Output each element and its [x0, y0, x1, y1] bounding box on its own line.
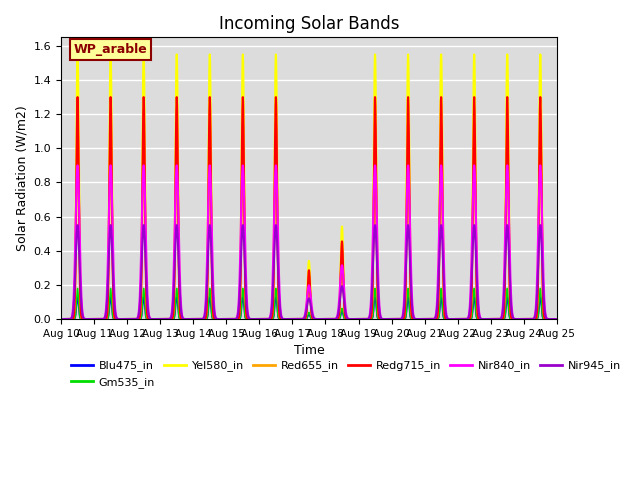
- Line: Redg715_in: Redg715_in: [61, 97, 557, 319]
- Yel580_in: [158, 316, 166, 322]
- Nir945_in: [74, 222, 81, 228]
- Red655_in: [74, 120, 81, 126]
- Line: Nir945_in: Nir945_in: [61, 225, 557, 319]
- Blu475_in: [158, 316, 166, 322]
- Redg715_in: [551, 316, 559, 322]
- Blu475_in: [57, 316, 65, 322]
- Blu475_in: [553, 316, 561, 322]
- Blu475_in: [377, 316, 385, 322]
- Yel580_in: [377, 316, 385, 322]
- Nir945_in: [447, 316, 455, 322]
- Gm535_in: [158, 316, 166, 322]
- Line: Yel580_in: Yel580_in: [61, 54, 557, 319]
- Redg715_in: [377, 316, 385, 322]
- Redg715_in: [243, 314, 250, 320]
- Yel580_in: [243, 312, 250, 318]
- Blu475_in: [551, 316, 559, 322]
- Nir945_in: [243, 302, 250, 308]
- Blu475_in: [163, 316, 171, 322]
- Gm535_in: [377, 316, 385, 322]
- Nir840_in: [57, 316, 65, 322]
- Text: WP_arable: WP_arable: [74, 43, 147, 56]
- Yel580_in: [553, 316, 561, 322]
- Gm535_in: [243, 316, 250, 322]
- Line: Nir840_in: Nir840_in: [61, 166, 557, 319]
- Red655_in: [447, 316, 455, 322]
- Red655_in: [158, 316, 166, 322]
- Gm535_in: [57, 316, 65, 322]
- Nir945_in: [551, 316, 559, 322]
- Redg715_in: [553, 316, 561, 322]
- Nir840_in: [447, 316, 455, 322]
- Nir840_in: [551, 316, 559, 322]
- Yel580_in: [536, 51, 544, 57]
- Red655_in: [553, 316, 561, 322]
- Nir840_in: [74, 163, 81, 168]
- Red655_in: [57, 316, 65, 322]
- Gm535_in: [536, 286, 544, 291]
- Nir945_in: [553, 316, 561, 322]
- Yel580_in: [163, 316, 171, 322]
- Line: Gm535_in: Gm535_in: [61, 288, 557, 319]
- Gm535_in: [551, 316, 559, 322]
- Redg715_in: [158, 316, 166, 322]
- Title: Incoming Solar Bands: Incoming Solar Bands: [219, 15, 399, 33]
- Nir840_in: [243, 293, 250, 299]
- Nir840_in: [553, 316, 561, 322]
- Yel580_in: [551, 316, 559, 322]
- Nir945_in: [158, 316, 166, 322]
- Blu475_in: [243, 316, 250, 322]
- Red655_in: [551, 316, 559, 322]
- Nir945_in: [163, 316, 171, 322]
- Nir840_in: [377, 314, 385, 320]
- Redg715_in: [57, 316, 65, 322]
- Gm535_in: [553, 316, 561, 322]
- Nir945_in: [57, 316, 65, 322]
- Gm535_in: [163, 316, 171, 322]
- Nir945_in: [377, 315, 385, 321]
- X-axis label: Time: Time: [294, 344, 324, 357]
- Line: Red655_in: Red655_in: [61, 123, 557, 319]
- Red655_in: [163, 316, 171, 322]
- Redg715_in: [163, 316, 171, 322]
- Line: Blu475_in: Blu475_in: [61, 297, 557, 319]
- Y-axis label: Solar Radiation (W/m2): Solar Radiation (W/m2): [15, 105, 28, 251]
- Yel580_in: [447, 316, 455, 322]
- Redg715_in: [447, 316, 455, 322]
- Blu475_in: [74, 294, 81, 300]
- Yel580_in: [57, 316, 65, 322]
- Legend: Blu475_in, Gm535_in, Yel580_in, Red655_in, Redg715_in, Nir840_in, Nir945_in: Blu475_in, Gm535_in, Yel580_in, Red655_i…: [67, 356, 625, 392]
- Redg715_in: [74, 94, 81, 100]
- Nir840_in: [158, 316, 166, 322]
- Red655_in: [243, 314, 250, 320]
- Nir840_in: [163, 316, 171, 322]
- Red655_in: [377, 316, 385, 322]
- Blu475_in: [447, 316, 455, 322]
- Gm535_in: [447, 316, 455, 322]
